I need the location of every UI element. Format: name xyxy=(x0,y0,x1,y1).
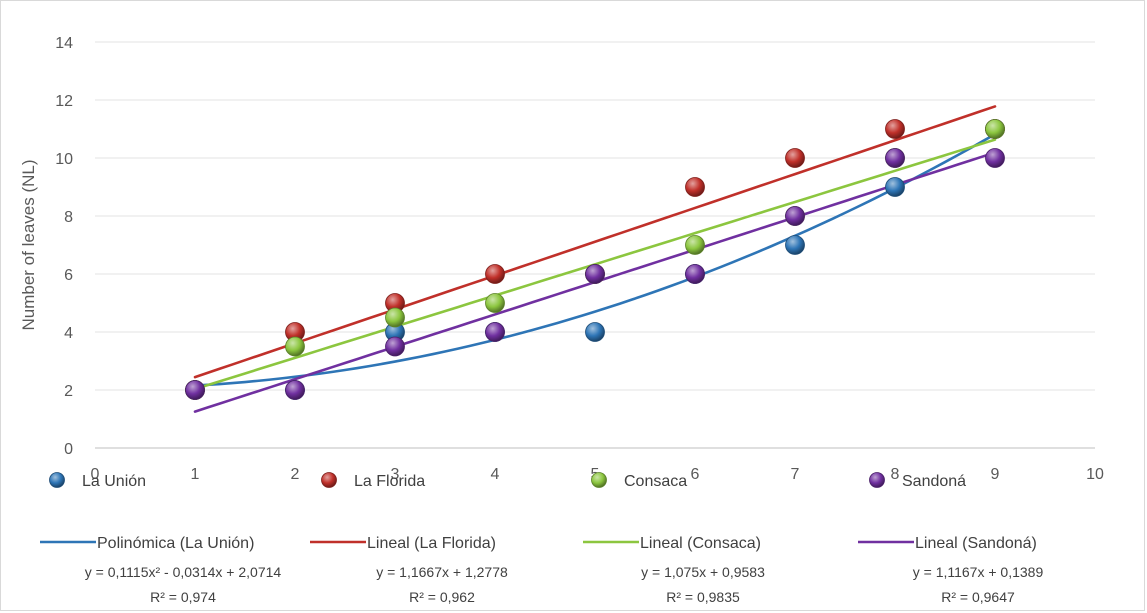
legend-label: Lineal (Sandoná) xyxy=(915,535,1037,552)
data-point-3 xyxy=(385,336,405,357)
legend-label: Consaca xyxy=(624,473,687,490)
legend-marker-1 xyxy=(321,472,337,488)
data-point-2 xyxy=(385,307,405,328)
data-point-3 xyxy=(685,264,705,284)
x-tick-label: 7 xyxy=(791,466,800,483)
y-tick-label: 12 xyxy=(55,93,73,110)
y-tick-label: 6 xyxy=(64,267,73,284)
trendline-layer xyxy=(193,105,997,413)
x-tick-label: 6 xyxy=(691,466,700,483)
data-point-3 xyxy=(285,380,305,400)
trendline-equation: y = 1,1667x + 1,2778 xyxy=(376,564,508,580)
data-point-3 xyxy=(485,322,505,342)
data-point-2 xyxy=(485,293,505,313)
data-point-0 xyxy=(885,177,905,197)
legend-marker-2 xyxy=(591,472,607,488)
legend-label: Sandoná xyxy=(902,473,966,490)
y-tick-label: 4 xyxy=(64,325,73,342)
data-point-0 xyxy=(785,235,805,255)
x-tick-label: 8 xyxy=(891,466,900,483)
legend-label: Polinómica (La Unión) xyxy=(97,535,254,552)
data-point-2 xyxy=(285,336,305,357)
y-axis-label: Number of leaves (NL) xyxy=(19,159,38,330)
y-tick-label: 0 xyxy=(64,441,73,458)
x-tick-label: 1 xyxy=(191,466,200,483)
legend-marker-3 xyxy=(869,472,885,488)
legend-label: La Florida xyxy=(354,473,425,490)
trendline-equation: y = 1,075x + 0,9583 xyxy=(641,564,765,580)
data-point-3 xyxy=(885,148,905,168)
x-tick-label: 3 xyxy=(391,466,400,483)
trendline-equation: y = 1,1167x + 0,1389 xyxy=(913,564,1044,580)
trendline-equation: y = 0,1115x² - 0,0314x + 2,0714 xyxy=(85,564,282,580)
x-tick-label: 2 xyxy=(291,466,300,483)
legend-label: Lineal (La Florida) xyxy=(367,535,496,552)
data-point-2 xyxy=(985,119,1005,139)
y-tick-label: 8 xyxy=(64,209,73,226)
x-tick-label: 9 xyxy=(991,466,1000,483)
axis-layer: 02468101214012345678910 xyxy=(55,35,1104,483)
data-point-1 xyxy=(785,148,805,168)
data-point-3 xyxy=(985,148,1005,168)
data-point-0 xyxy=(585,322,605,342)
legend-marker-0 xyxy=(49,472,65,488)
trendline-r2: R² = 0,962 xyxy=(409,589,475,605)
legend-label: La Unión xyxy=(82,473,146,490)
x-tick-label: 0 xyxy=(91,466,100,483)
y-tick-label: 10 xyxy=(55,151,73,168)
trendline-0 xyxy=(193,132,997,387)
data-point-1 xyxy=(485,264,505,284)
legend: La Unión La Florida Consaca Sandoná Polinómi… xyxy=(40,472,1044,605)
trendline-1 xyxy=(193,105,997,379)
data-point-3 xyxy=(785,206,805,226)
trendline-r2: R² = 0,9835 xyxy=(666,589,740,605)
data-point-3 xyxy=(185,380,205,400)
data-point-2 xyxy=(685,235,705,255)
y-tick-label: 2 xyxy=(64,383,73,400)
data-point-3 xyxy=(585,264,605,284)
data-point-1 xyxy=(885,119,905,139)
legend-label: Lineal (Consaca) xyxy=(640,535,761,552)
y-tick-label: 14 xyxy=(55,35,73,52)
trendline-r2: R² = 0,974 xyxy=(150,589,216,605)
trendline-r2: R² = 0,9647 xyxy=(941,589,1015,605)
x-tick-label: 10 xyxy=(1086,466,1104,483)
x-tick-label: 4 xyxy=(491,466,500,483)
point-layer xyxy=(185,119,1005,400)
data-point-1 xyxy=(685,177,705,197)
